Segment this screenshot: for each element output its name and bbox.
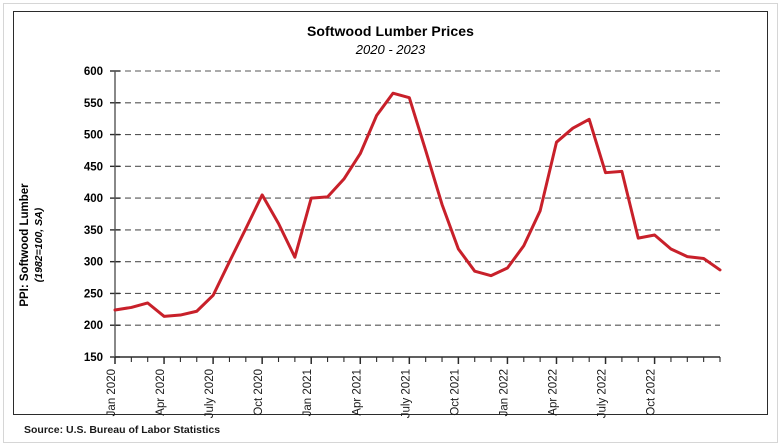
x-axis-tick-label: July 2020 (204, 369, 216, 418)
y-axis-tick-label: 600 (84, 66, 103, 78)
chart-border (13, 11, 768, 415)
y-axis-tick-label: 400 (84, 193, 103, 205)
y-axis-tick-label: 500 (84, 130, 103, 142)
x-axis-tick-label: Oct 2022 (646, 369, 658, 416)
y-axis-tick-label: 300 (84, 257, 103, 269)
x-axis-tick-label: July 2021 (400, 369, 412, 418)
y-axis-tick-label: 250 (84, 288, 103, 300)
y-axis-tick-label: 450 (84, 161, 103, 173)
source-note: Source: U.S. Bureau of Labor Statistics (24, 424, 221, 436)
y-axis-tick-labels: 150 200 250 300 350 400 450 500 550 600 (84, 66, 103, 364)
x-axis-tick-labels: Jan 2020 Apr 2020 July 2020 Oct 2020 Jan 202… (106, 369, 658, 418)
y-axis-tick-label: 200 (84, 320, 103, 332)
y-axis-tick-label: 150 (84, 352, 103, 364)
x-axis-tick-label: Jan 2022 (498, 369, 510, 416)
x-axis-ticks (114, 357, 721, 364)
x-axis-tick-label: Apr 2020 (155, 369, 167, 416)
x-axis-tick-label: Jan 2020 (106, 369, 118, 416)
y-axis-tick-label: 350 (84, 225, 103, 237)
x-axis-tick-label: Jan 2021 (302, 369, 314, 416)
x-axis-tick-label: July 2022 (597, 369, 609, 418)
chart-title: Softwood Lumber Prices (306, 23, 475, 39)
title-block: Softwood Lumber Prices 2020 - 2023 (0, 22, 781, 59)
data-line-softwood-lumber (113, 91, 722, 318)
chart-subtitle: 2020 - 2023 (355, 42, 426, 57)
x-axis-tick-label: Oct 2020 (253, 369, 265, 416)
x-axis-tick-label: Apr 2021 (351, 369, 363, 416)
y-axis-tick-label: 550 (84, 98, 103, 110)
page-border (3, 3, 778, 443)
x-axis-tick-label: Apr 2022 (547, 369, 559, 416)
gridlines (115, 70, 720, 358)
x-axis-tick-label: Oct 2021 (449, 369, 461, 416)
